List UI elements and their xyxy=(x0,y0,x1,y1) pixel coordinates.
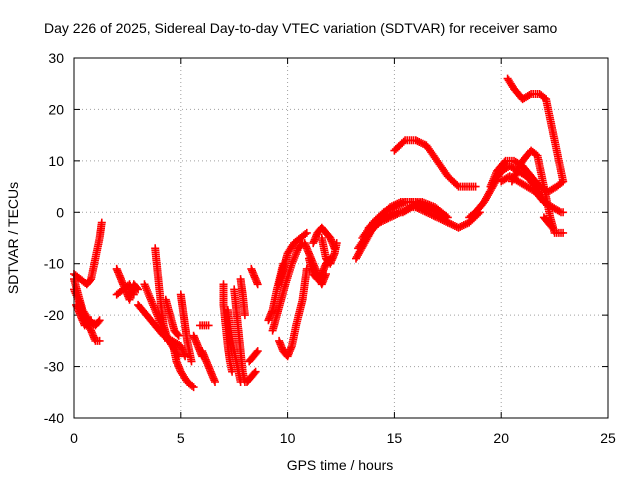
data-point xyxy=(332,239,341,248)
data-series-s19 xyxy=(236,275,249,320)
data-series-s30 xyxy=(317,234,341,268)
x-tick-label: 0 xyxy=(70,430,78,446)
data-series-s38 xyxy=(486,156,568,196)
data-point xyxy=(250,369,259,377)
data-point xyxy=(129,290,138,299)
chart-title: Day 226 of 2025, Sidereal Day-to-day VTE… xyxy=(44,20,557,36)
data-point xyxy=(251,367,260,376)
data-point xyxy=(174,331,183,340)
data-point xyxy=(548,223,557,232)
data-point xyxy=(559,177,568,186)
y-tick-label: 20 xyxy=(48,101,64,117)
data-series-s40 xyxy=(497,172,568,217)
data-point xyxy=(181,352,190,361)
axis-ticks: 0 5 10 15 20 25 -40 -30 -20 -10 0 10 20 30 xyxy=(44,50,616,446)
data-point xyxy=(95,336,104,345)
data-series-s12 xyxy=(176,290,196,366)
data-series-s10 xyxy=(161,295,183,340)
data-point xyxy=(187,357,196,366)
data-point xyxy=(559,208,568,217)
y-tick-label: 10 xyxy=(48,153,64,169)
y-axis-label: SDTVAR / TECUs xyxy=(5,182,21,294)
data-series-s1 xyxy=(70,218,106,289)
data-series-s36 xyxy=(390,136,480,191)
y-tick-label: -20 xyxy=(44,307,64,323)
data-points xyxy=(70,74,568,392)
data-point xyxy=(471,182,480,191)
data-series-s14 xyxy=(198,347,219,386)
data-series-s5 xyxy=(112,264,143,304)
y-tick-label: 30 xyxy=(48,50,64,66)
data-series-s18 xyxy=(230,285,249,386)
data-point xyxy=(253,347,262,356)
data-series-s41 xyxy=(503,74,568,186)
grid-lines xyxy=(74,58,608,418)
data-point xyxy=(204,321,213,330)
x-tick-label: 25 xyxy=(600,430,616,446)
data-series-s6 xyxy=(112,280,138,299)
data-series-s11 xyxy=(168,336,198,392)
y-tick-label: -30 xyxy=(44,359,64,375)
y-tick-label: 0 xyxy=(56,204,64,220)
data-series-s42 xyxy=(539,213,557,232)
x-tick-label: 10 xyxy=(280,430,296,446)
data-point xyxy=(279,259,288,268)
data-series-s16 xyxy=(219,280,237,376)
data-series-s4 xyxy=(72,300,96,330)
data-point xyxy=(211,378,219,386)
x-tick-label: 15 xyxy=(387,430,403,446)
data-point xyxy=(189,383,198,392)
data-point xyxy=(547,222,556,231)
data-point xyxy=(94,317,103,326)
data-series-s9 xyxy=(151,244,172,345)
data-point xyxy=(173,330,182,339)
data-point xyxy=(95,316,104,325)
data-point xyxy=(134,285,143,294)
data-series-s20 xyxy=(245,347,262,366)
data-series-s32 xyxy=(354,198,452,253)
data-series-s23 xyxy=(268,239,307,335)
data-series-s15 xyxy=(196,321,213,330)
data-point xyxy=(240,311,249,320)
x-tick-label: 20 xyxy=(493,430,509,446)
y-tick-label: -10 xyxy=(44,256,64,272)
data-point xyxy=(559,228,568,237)
data-point xyxy=(87,316,96,325)
data-series-s35 xyxy=(411,203,484,232)
data-point xyxy=(253,280,262,289)
data-point xyxy=(416,198,424,206)
data-series-s25 xyxy=(275,264,311,361)
data-series-s26 xyxy=(264,259,288,325)
y-tick-label: -40 xyxy=(44,410,64,426)
data-point xyxy=(252,348,261,357)
data-series-s22 xyxy=(247,264,262,289)
x-tick-label: 5 xyxy=(177,430,185,446)
data-series-s21 xyxy=(243,367,260,386)
plot-frame xyxy=(73,57,609,419)
data-point xyxy=(302,228,311,237)
x-axis-label: GPS time / hours xyxy=(287,457,394,473)
data-point xyxy=(97,218,106,227)
data-series-s34 xyxy=(364,198,424,232)
data-point xyxy=(228,367,237,376)
